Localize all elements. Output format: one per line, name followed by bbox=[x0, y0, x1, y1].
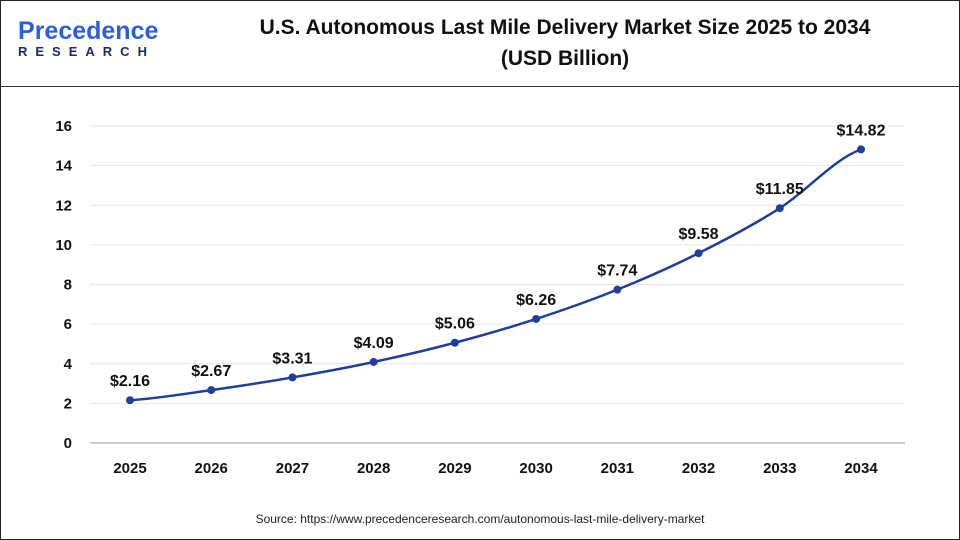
data-point bbox=[207, 386, 216, 395]
x-tick-label: 2027 bbox=[276, 460, 309, 477]
source-note: Source: https://www.precedenceresearch.c… bbox=[255, 512, 705, 526]
header: Precedence RESEARCH U.S. Autonomous Last… bbox=[0, 0, 960, 87]
data-label: $5.06 bbox=[435, 316, 475, 333]
data-label: $2.16 bbox=[110, 373, 150, 390]
data-point bbox=[613, 285, 622, 294]
data-point bbox=[288, 373, 297, 382]
y-tick-label: 16 bbox=[55, 118, 72, 135]
title-text: U.S. Autonomous Last Mile Delivery Marke… bbox=[259, 16, 871, 39]
series-line bbox=[129, 148, 862, 402]
x-tick-label: 2031 bbox=[601, 460, 634, 477]
x-tick-label: 2029 bbox=[438, 460, 471, 477]
chart-title: U.S. Autonomous Last Mile Delivery Marke… bbox=[200, 12, 930, 74]
data-label: $4.09 bbox=[354, 335, 394, 352]
y-tick-label: 8 bbox=[64, 277, 72, 294]
y-tick-label: 0 bbox=[64, 435, 72, 452]
logo-letter: P bbox=[18, 17, 35, 45]
precedence-research-logo: Precedence RESEARCH bbox=[18, 18, 168, 68]
data-point bbox=[775, 204, 784, 213]
subtitle-text: (USD Billion) bbox=[500, 47, 630, 70]
data-label: $3.31 bbox=[272, 350, 312, 367]
x-tick-label: 2032 bbox=[682, 460, 715, 477]
x-tick-label: 2034 bbox=[844, 460, 878, 477]
logo-subtitle: RESEARCH bbox=[18, 44, 155, 59]
x-tick-label: 2025 bbox=[113, 460, 146, 477]
data-point bbox=[532, 314, 541, 323]
data-label: $7.74 bbox=[597, 263, 637, 280]
data-point bbox=[857, 145, 865, 154]
x-tick-label: 2028 bbox=[357, 460, 390, 477]
y-tick-label: 2 bbox=[64, 395, 72, 412]
data-point bbox=[369, 357, 378, 366]
data-label: $11.85 bbox=[756, 181, 804, 198]
x-tick-label: 2026 bbox=[195, 460, 228, 477]
logo-word: recedence bbox=[34, 17, 159, 45]
y-tick-label: 12 bbox=[55, 197, 72, 214]
data-point bbox=[126, 396, 134, 405]
x-tick-label: 2033 bbox=[763, 460, 796, 477]
data-label: $6.26 bbox=[516, 292, 556, 309]
y-tick-label: 10 bbox=[55, 237, 72, 254]
data-label: $2.67 bbox=[191, 363, 231, 380]
data-label: $14.82 bbox=[837, 122, 886, 139]
data-point bbox=[450, 338, 459, 347]
data-point bbox=[694, 249, 703, 258]
y-tick-label: 4 bbox=[64, 356, 73, 373]
x-tick-label: 2030 bbox=[519, 460, 552, 477]
y-tick-label: 6 bbox=[64, 316, 72, 333]
y-tick-label: 14 bbox=[55, 158, 72, 175]
data-label: $9.58 bbox=[679, 226, 719, 243]
